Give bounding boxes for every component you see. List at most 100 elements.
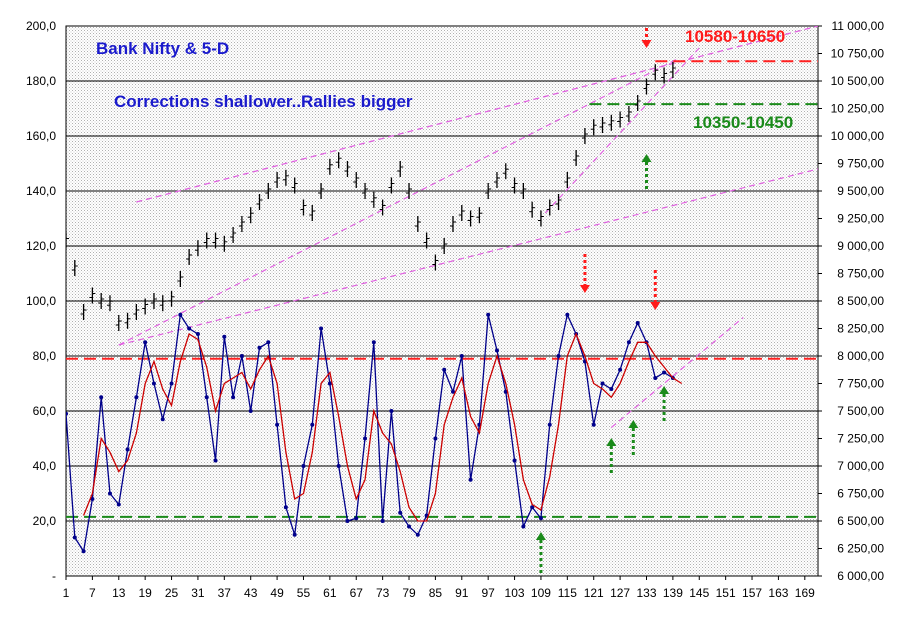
x-tick-label: 19 bbox=[138, 586, 152, 600]
channel-line bbox=[118, 58, 678, 346]
red-down-arrow-head bbox=[579, 285, 590, 293]
x-tick-label: 163 bbox=[768, 586, 788, 600]
trend-channel-lines bbox=[118, 26, 818, 428]
x-tick-label: 91 bbox=[455, 586, 469, 600]
oscillator-point bbox=[398, 510, 403, 515]
oscillator-point bbox=[459, 354, 464, 358]
oscillator-point bbox=[213, 458, 218, 463]
oscillator-point bbox=[433, 436, 438, 441]
x-tick-label: 31 bbox=[191, 586, 205, 600]
oscillator-point bbox=[292, 532, 297, 537]
oscillator-point bbox=[283, 505, 288, 510]
x-tick-label: 145 bbox=[689, 586, 709, 600]
oscillator-point bbox=[90, 497, 95, 501]
oscillator-point bbox=[415, 532, 420, 537]
x-tick-label: 73 bbox=[376, 586, 390, 600]
oscillator-point bbox=[486, 312, 491, 317]
oscillator-point bbox=[195, 332, 200, 336]
green-up-arrow-head bbox=[641, 154, 652, 162]
oscillator-point bbox=[450, 389, 455, 394]
x-tick-label: 37 bbox=[218, 586, 232, 600]
oscillator-point bbox=[547, 422, 552, 427]
channel-line bbox=[118, 168, 818, 346]
x-tick-label: 115 bbox=[558, 586, 577, 600]
x-tick-label: 121 bbox=[584, 586, 604, 600]
left-tick-label: 120,0 bbox=[26, 239, 56, 253]
right-tick-label: 7 750,00 bbox=[837, 377, 884, 391]
right-tick-label: 7 000,00 bbox=[837, 459, 884, 473]
oscillator-signal-line bbox=[82, 332, 683, 522]
oscillator-point bbox=[231, 395, 236, 400]
right-tick-label: 8 500,00 bbox=[837, 294, 884, 308]
x-tick-label: 97 bbox=[481, 586, 495, 600]
x-tick-label: 151 bbox=[716, 586, 736, 600]
green-up-arrow-head bbox=[628, 420, 639, 428]
oscillator-point bbox=[556, 354, 561, 358]
oscillator-point bbox=[310, 422, 315, 427]
right-tick-label: 6 000,00 bbox=[837, 569, 884, 583]
oscillator-point bbox=[266, 340, 271, 345]
oscillator-point bbox=[72, 535, 77, 540]
oscillator-point bbox=[538, 516, 543, 521]
red-down-arrow-head bbox=[650, 302, 661, 310]
left-tick-label: 100,0 bbox=[26, 294, 56, 308]
oscillator-point bbox=[407, 524, 412, 529]
x-tick-label: 67 bbox=[350, 586, 364, 600]
oscillator-point bbox=[81, 549, 86, 554]
x-tick-label: 55 bbox=[297, 586, 311, 600]
oscillator-point bbox=[635, 321, 640, 325]
x-tick-label: 79 bbox=[402, 586, 416, 600]
oscillator-point bbox=[530, 505, 535, 510]
left-tick-label: 80,0 bbox=[33, 349, 57, 363]
oscillator-point bbox=[204, 395, 209, 400]
oscillator-point bbox=[222, 334, 227, 339]
oscillator-point bbox=[151, 381, 156, 386]
left-tick-label: - bbox=[52, 569, 56, 583]
oscillator-point bbox=[125, 447, 130, 452]
x-tick-label: 43 bbox=[244, 586, 258, 600]
oscillator-point bbox=[609, 387, 614, 391]
right-tick-label: 6 250,00 bbox=[837, 542, 884, 556]
oscillator-point bbox=[143, 340, 148, 345]
x-tick-label: 85 bbox=[429, 586, 443, 600]
channel-line bbox=[610, 317, 744, 428]
green-up-arrow-head bbox=[659, 386, 670, 394]
oscillator-point bbox=[160, 417, 165, 422]
oscillator-point bbox=[442, 367, 447, 372]
x-tick-label: 109 bbox=[531, 586, 551, 600]
green-up-arrow-head bbox=[535, 532, 546, 540]
x-tick-label: 1 bbox=[63, 586, 70, 600]
green-up-arrow-head bbox=[606, 438, 617, 446]
oscillator-point bbox=[99, 395, 104, 400]
oscillator-point bbox=[521, 524, 526, 529]
left-tick-label: 200,0 bbox=[26, 19, 56, 33]
oscillator-point bbox=[116, 502, 121, 507]
oscillator-point bbox=[336, 464, 341, 468]
right-tick-label: 8 250,00 bbox=[837, 322, 884, 336]
horizontal-level-lines bbox=[66, 60, 818, 518]
oscillator-point bbox=[134, 395, 139, 400]
right-tick-label: 7 500,00 bbox=[837, 404, 884, 418]
oscillator-point bbox=[345, 519, 350, 523]
right-tick-label: 8 000,00 bbox=[837, 349, 884, 363]
oscillator-point bbox=[66, 411, 68, 416]
left-tick-label: 40,0 bbox=[33, 459, 57, 473]
right-tick-label: 6 750,00 bbox=[837, 487, 884, 501]
left-tick-label: 160,0 bbox=[26, 129, 56, 143]
oscillator-point bbox=[662, 370, 667, 375]
oscillator-point bbox=[354, 516, 359, 521]
right-tick-label: 11 000,00 bbox=[832, 19, 885, 33]
red-down-arrow-head bbox=[641, 40, 652, 48]
oscillator-point bbox=[239, 354, 244, 358]
left-tick-label: 60,0 bbox=[33, 404, 57, 418]
right-tick-label: 6 500,00 bbox=[837, 514, 884, 528]
oscillator-point bbox=[327, 381, 332, 386]
oscillator-point bbox=[187, 326, 192, 331]
right-tick-label: 7 250,00 bbox=[837, 432, 884, 446]
right-tick-label: 9 500,00 bbox=[837, 184, 884, 198]
right-tick-label: 9 250,00 bbox=[837, 212, 884, 226]
oscillator-point bbox=[626, 340, 631, 345]
oscillator-point bbox=[107, 491, 112, 496]
